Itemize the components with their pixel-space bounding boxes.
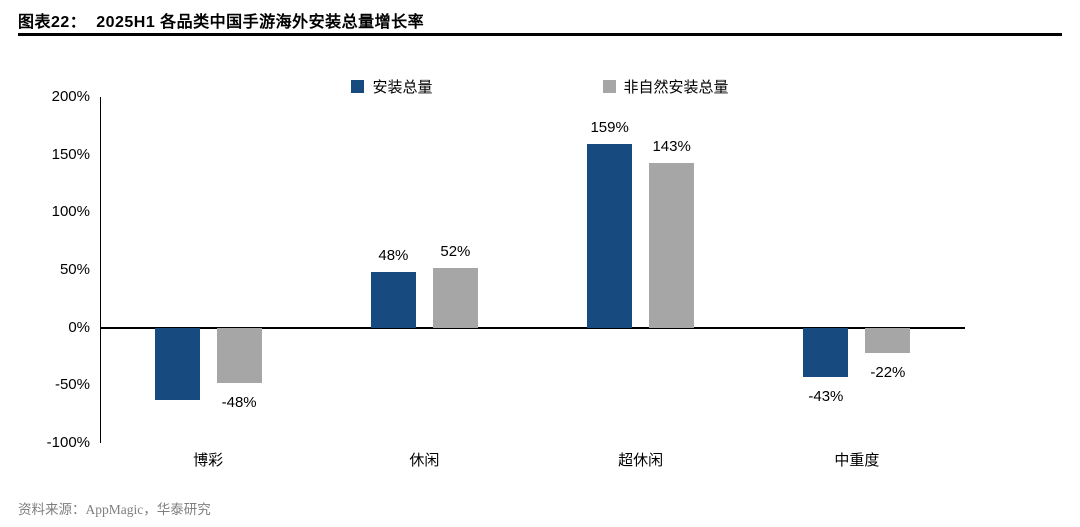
source-note: 资料来源：AppMagic，华泰研究 xyxy=(18,502,211,517)
bar xyxy=(865,327,911,354)
bar-value-label: 159% xyxy=(590,119,629,137)
y-tick-label: 150% xyxy=(51,145,90,163)
bar xyxy=(432,267,478,328)
legend-item-nonorganic: 非自然安装总量 xyxy=(602,76,729,97)
x-axis-label: 休闲 xyxy=(409,452,440,469)
y-tick-label: 100% xyxy=(51,203,90,221)
bar-value-label: -48% xyxy=(221,394,257,412)
legend-item-installs: 安装总量 xyxy=(351,76,433,97)
chart-title: 图表22： 2025H1 各品类中国手游海外安装总量增长率 xyxy=(18,14,425,31)
bar-value-label: 48% xyxy=(378,247,409,265)
title-underline xyxy=(18,33,1062,36)
bar xyxy=(154,327,200,401)
zero-baseline xyxy=(100,326,965,329)
y-tick-label: -100% xyxy=(46,434,90,451)
bar xyxy=(587,144,633,328)
y-tick-label: 0% xyxy=(68,318,90,336)
y-tick-label: 200% xyxy=(51,88,90,105)
x-axis-label: 博彩 xyxy=(193,452,224,469)
bar-value-label: 143% xyxy=(652,137,691,155)
bar-value-label: 52% xyxy=(440,242,471,260)
legend-swatch-installs-icon xyxy=(351,80,365,93)
bar xyxy=(649,162,695,328)
bar-value-label: -43% xyxy=(808,388,844,406)
bar xyxy=(803,327,849,378)
y-tick-label: -50% xyxy=(54,376,90,394)
x-axis-label: 中重度 xyxy=(834,452,880,469)
y-tick-label: 50% xyxy=(59,261,90,278)
x-axis-label: 超休闲 xyxy=(618,452,664,469)
legend-label-installs: 安装总量 xyxy=(372,79,433,96)
bar-value-label: -22% xyxy=(870,364,906,382)
y-axis-line xyxy=(100,97,101,443)
legend: 安装总量 非自然安装总量 xyxy=(0,76,1080,97)
bar xyxy=(216,327,262,384)
bar xyxy=(370,272,416,328)
legend-label-nonorganic: 非自然安装总量 xyxy=(623,79,729,96)
legend-swatch-nonorganic-icon xyxy=(602,80,616,93)
